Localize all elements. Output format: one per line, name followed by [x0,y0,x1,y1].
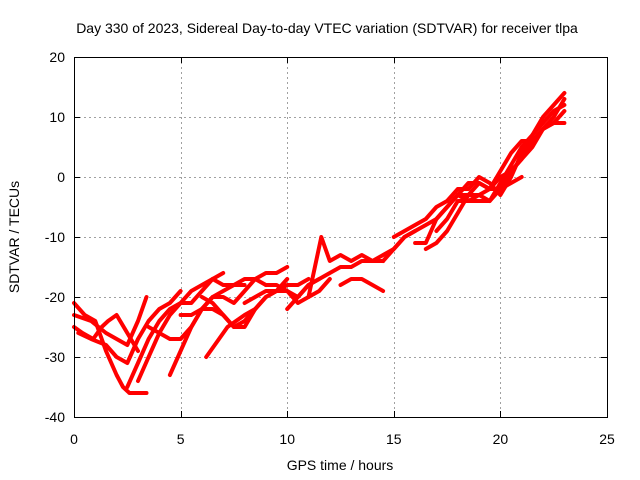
y-tick-label: -10 [45,229,65,245]
series-line-track-14 [263,277,332,305]
y-tick-label: 0 [57,169,65,185]
x-axis-label: GPS time / hours [287,457,394,473]
y-tick-label: -20 [45,289,65,305]
chart-title: Day 330 of 2023, Sidereal Day-to-day VTE… [76,20,578,36]
x-tick-label: 5 [177,431,185,447]
series-line-track-7 [167,277,268,377]
x-tick-label: 0 [70,431,78,447]
series-line-track-13 [242,277,311,305]
series-line-track-2 [72,295,149,347]
x-tick-label: 15 [386,431,402,447]
series-layer [72,91,567,395]
series-line-track-4 [76,289,183,365]
y-axis-label: SDTVAR / TECUs [6,181,22,293]
series-line-track-6 [136,271,226,383]
series-line-track-15 [285,259,386,311]
y-tick-label: -30 [45,349,65,365]
series-line-track-17 [338,277,386,293]
y-axis-ticks: -40 -30 -20 -10 0 10 20 [45,49,607,425]
series-line-track-21 [423,175,524,251]
y-tick-label: 20 [49,49,65,65]
series-line-track-8 [146,283,247,341]
x-tick-label: 25 [599,431,615,447]
series-line-track-5 [125,277,215,389]
x-tick-label: 10 [279,431,295,447]
grid-lines [74,57,607,417]
series-line-track-1 [72,301,149,395]
series-line-track-20 [413,91,567,245]
x-axis-ticks: 0 5 10 15 20 25 [70,57,615,447]
y-tick-label: -40 [45,409,65,425]
series-line-track-23 [455,109,567,197]
series-line-track-12 [210,265,290,287]
x-tick-label: 20 [493,431,509,447]
y-tick-label: 10 [49,109,65,125]
